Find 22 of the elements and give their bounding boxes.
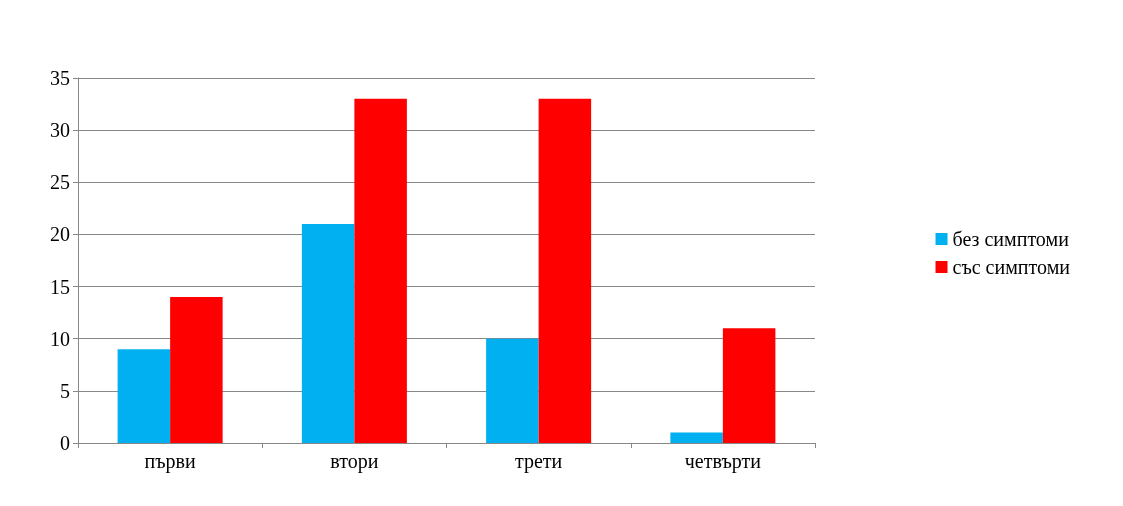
bar [117,349,171,443]
y-tick-label: 20 [50,223,70,246]
bar [170,297,223,443]
y-tick-label: 35 [50,67,70,89]
y-tick-label: 25 [50,171,70,194]
y-tick-label: 10 [50,327,70,350]
bar [301,224,355,443]
y-tick-label: 15 [50,275,70,298]
bar [722,328,776,443]
bar [486,338,539,443]
y-tick-label: 0 [60,432,70,454]
legend-label: без симптоми [952,228,1070,250]
legend-label: със симптоми [952,256,1071,278]
x-tick-label: първи [144,450,197,473]
x-tick-label: четвърти [684,450,762,473]
bar [670,432,723,443]
y-tick-label: 5 [60,379,70,402]
bar [538,98,592,443]
bar [354,98,407,443]
x-tick-label: втори [330,450,379,473]
x-tick-label: трети [514,450,563,473]
y-tick-label: 30 [50,119,70,142]
